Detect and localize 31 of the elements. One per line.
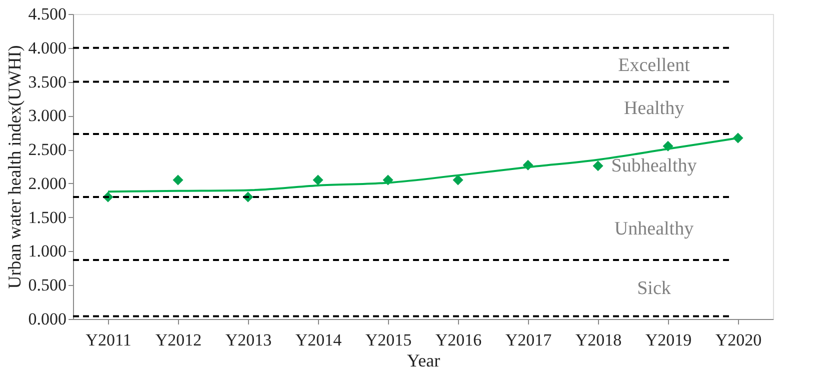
point [452, 174, 464, 186]
y-tick-label: 4.000 [28, 38, 66, 58]
point [172, 174, 184, 186]
y-axis-title: Urban water health index(UWHI) [4, 45, 24, 289]
y-tick-label: 0.000 [28, 310, 66, 328]
y-tick-label: 3.500 [28, 72, 66, 92]
annotation: Healthy [624, 98, 685, 119]
annotation: Unhealthy [614, 218, 694, 240]
x-tick-label: Y2013 [225, 330, 272, 350]
x-tick-label: Y2018 [575, 330, 622, 350]
x-tick-label: Y2011 [86, 330, 132, 350]
y-tick-label: 4.500 [28, 4, 66, 24]
y-tick-label: 0.500 [28, 276, 66, 295]
point [312, 174, 324, 186]
x-tick-label: Y2016 [435, 330, 482, 350]
y-tick-label: 1.500 [28, 208, 66, 227]
y-tick-label: 1.000 [28, 242, 66, 261]
y-tick-label: 2.000 [28, 174, 66, 193]
x-tick-label: Y2019 [645, 330, 692, 350]
annotation: Subhealthy [611, 155, 698, 176]
annotation: Excellent [618, 54, 691, 76]
y-tick-label: 3.000 [28, 106, 66, 126]
y-tick-label: 2.500 [28, 140, 66, 160]
x-tick-label: Y2012 [155, 330, 202, 350]
x-tick-label: Y2014 [295, 330, 342, 350]
point [592, 160, 604, 172]
x-axis-title: Year [406, 350, 440, 370]
x-tick-label: Y2017 [505, 330, 552, 350]
x-tick-label: Y2015 [365, 330, 412, 350]
x-tick-label: Y2020 [715, 330, 762, 350]
annotation: Sick [637, 278, 672, 300]
